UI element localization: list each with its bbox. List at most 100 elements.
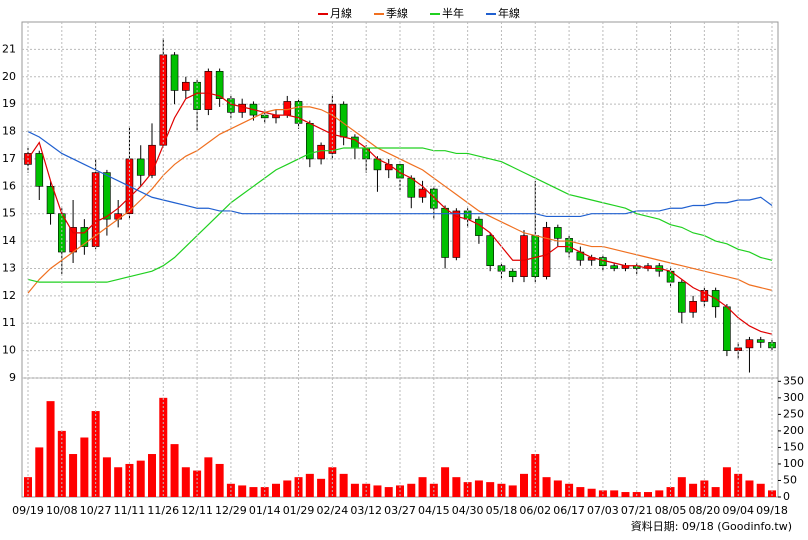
ma-line [27,130,773,218]
candle-body [678,281,686,313]
volume-bar [114,467,123,497]
y2-tick-label: 300 [783,391,804,404]
volume-bar [102,457,111,497]
candle-body [407,177,416,198]
volume-bar [508,485,517,497]
candle-body [452,210,461,258]
candle-body [46,186,55,214]
candle-body [339,103,348,138]
volume-bar [463,482,472,497]
volume-bar [305,473,314,497]
candle-body [215,70,224,99]
volume-bar [35,447,44,497]
candle-body [508,270,517,277]
volume-bar [768,490,776,497]
volume-bar [215,463,224,497]
volume-bar [689,483,698,497]
volume-bar [170,444,179,497]
candle-body [486,235,494,267]
candle-body [283,101,292,116]
volume-bar [148,454,156,497]
candle-body [317,144,325,160]
x-tick-label: 10/08 [46,504,78,517]
y-tick-label: 21 [2,42,16,55]
x-tick-label: 11/26 [147,504,179,517]
volume-bar [520,473,528,497]
y2-tick-label: 350 [783,374,804,387]
volume-bar [46,401,55,497]
volume-bar [542,477,551,497]
candle-body [238,103,246,113]
y-tick-label: 17 [2,152,16,165]
candle-body [520,235,528,277]
y-tick-label: 13 [2,261,16,274]
candle-body [114,213,122,220]
volume-bar [711,487,720,497]
x-tick-label: 08/05 [655,504,687,517]
y2-tick-label: 200 [783,424,804,437]
volume-bar [576,487,585,497]
y-tick-label: 10 [2,344,16,357]
volume-bar [125,463,134,497]
volume-bar [756,483,765,497]
volume-bar [745,480,754,497]
candle-body [689,301,697,313]
volume-bar [136,460,145,497]
volume-bar [339,473,348,497]
x-tick-label: 06/02 [519,504,551,517]
volume-bar [610,490,619,497]
x-tick-label: 07/21 [621,504,653,517]
volume-bar [722,467,731,497]
x-tick-label: 04/15 [418,504,450,517]
candle-body [69,227,77,253]
y2-tick-label: 150 [783,440,804,453]
x-tick-label: 01/29 [283,504,315,517]
volume-bar [734,473,743,497]
y-tick-label: 19 [2,97,16,110]
volume-bar [80,437,89,497]
volume-bar [407,483,416,497]
x-tick-label: 03/27 [384,504,416,517]
y-tick-label: 20 [2,70,16,83]
candle-body [723,306,731,351]
x-tick-label: 04/30 [452,504,484,517]
x-tick-label: 11/11 [114,504,146,517]
x-tick-label: 01/14 [249,504,281,517]
x-tick-label: 05/18 [486,504,518,517]
volume-bar [260,487,269,497]
legend-label: 季線 [386,6,408,20]
x-tick-label: 08/20 [689,504,721,517]
y-tick-label: 12 [2,289,16,302]
candle-body [328,103,337,154]
y-tick-label: 15 [2,207,16,220]
candle-body [294,101,303,124]
volume-bar [204,457,213,497]
legend-label: 月線 [330,6,352,20]
legend-label: 年線 [498,6,520,20]
candle-body [384,164,393,171]
y2-tick-label: 0 [783,490,790,503]
volume-bar [666,487,675,497]
volume-bar [621,492,630,497]
candle-body [80,227,89,247]
x-tick-label: 06/17 [553,504,585,517]
volume-bar [598,490,607,497]
x-tick-label: 12/29 [215,504,247,517]
volume-bar [587,488,596,497]
x-tick-label: 12/11 [181,504,213,517]
volume-bar [272,483,280,497]
candle-body [103,172,111,220]
volume-bar [283,480,292,497]
candle-body [565,238,573,253]
volume-bar [373,485,382,497]
candle-body [610,265,618,269]
volume-bar [474,480,483,497]
volume-bar [655,490,664,497]
candle-body [441,207,449,258]
volume-bar [317,478,326,497]
volume-bar [350,483,359,497]
volume-bar [553,480,562,497]
x-tick-label: 07/03 [587,504,619,517]
candle-body [182,81,190,91]
